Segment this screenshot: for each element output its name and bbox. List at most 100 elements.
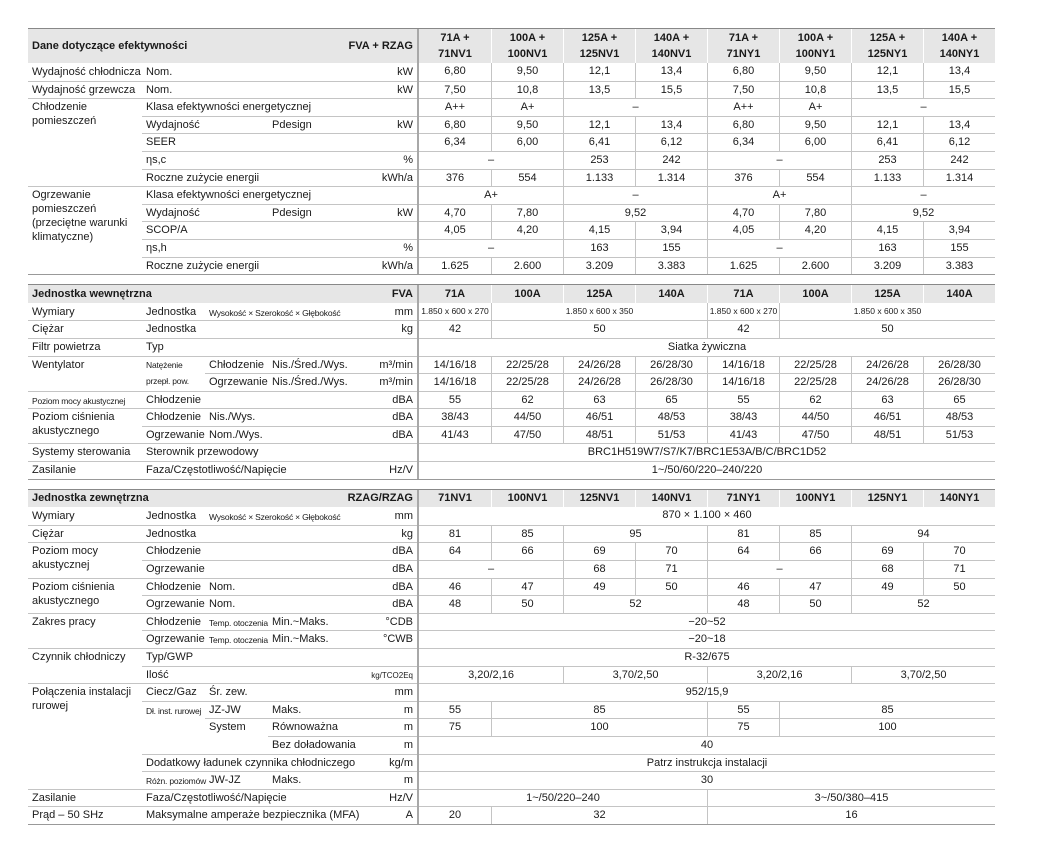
row-values: 3,20/2,16 3,70/2,50 3,20/2,16 3,70/2,50 — [419, 665, 995, 684]
value-cell: 12,1 — [563, 115, 635, 134]
row-labels: Dodatkowy ładunek czynnika chłodniczego k… — [28, 753, 419, 772]
row-group-label: Połączenia instalacji rurowej — [32, 686, 132, 713]
row-values: 41/43 47/50 48/51 51/53 41/43 47/50 48/51 51/53 — [419, 425, 995, 444]
value-cell: 71 — [923, 560, 995, 578]
row-divider — [142, 665, 417, 667]
value-cell: 1.850 x 600 x 350 — [779, 302, 995, 321]
table-row: Poziom ciśnienia akustycznego Chłodzenie N… — [28, 577, 995, 607]
value-cell: 70 — [923, 542, 995, 561]
row-sublabel: Chłodzenie — [146, 615, 202, 628]
value-cell: 253 — [851, 150, 923, 169]
value-cell: 3.209 — [851, 256, 923, 275]
unit-label: kWh/a — [381, 171, 413, 184]
row-values: –68 71–68 71 — [419, 560, 995, 578]
row-group-label: Wymiary — [32, 305, 75, 318]
column-headers: 71NV1 100NV1 125NV1 140NV1 71NY1 100NY1 125NY1… — [419, 489, 995, 508]
table-row: System Równoważna m 75 100 75 100 — [28, 718, 995, 736]
value-cell: 376 — [707, 168, 779, 187]
value-cell: 49 — [563, 577, 635, 596]
row-sublabel: Typ — [146, 340, 164, 353]
section-header: Jednostka wewnętrzna FVA 71A 100A 125A 140A 71… — [28, 284, 995, 303]
value-cell: – — [851, 186, 995, 204]
row-labels: Roczne zużycie energii kWh/a — [28, 168, 419, 187]
row-divider — [142, 630, 417, 632]
row-values: 48 50 52 48 50 52 — [419, 595, 995, 613]
row-labels: Ogrzewanie Nis./Śred./Wys. m³/min — [28, 373, 419, 391]
value-cell: 12,1 — [851, 115, 923, 134]
value-cell: 2.600 — [779, 256, 851, 275]
row-sublabel: Klasa efektywności energetycznej — [146, 101, 312, 114]
column-header: 71A — [707, 285, 779, 303]
row-sublabel: Natężenie przepł. pow. — [146, 359, 189, 386]
value-cell: 22/25/28 — [491, 373, 563, 391]
unit-label: kW — [397, 66, 413, 78]
column-header: 140A + 140NY1 — [923, 29, 995, 63]
value-cell: 952/15,9 — [419, 683, 995, 701]
table-section: Jednostka wewnętrzna FVA 71A 100A 125A 140A 71… — [28, 284, 995, 480]
value-cell: 6,12 — [923, 133, 995, 151]
unit-label: kW — [397, 118, 413, 131]
column-header: 125NV1 — [563, 489, 635, 508]
value-cell: 13,5 — [851, 80, 923, 99]
value-cell: 6,00 — [779, 133, 851, 151]
column-header: 140A + 140NV1 — [635, 29, 707, 63]
row-values: −20~52 — [419, 612, 995, 631]
row-divider — [28, 461, 417, 463]
column-header: 125NY1 — [851, 489, 923, 508]
row-sublabel: Nom. — [146, 83, 173, 96]
row-labels: Bez doładowania m — [28, 735, 419, 754]
row-labels: Prąd – 50 SHz Maksymalne amperaże bezpiec… — [28, 806, 419, 824]
table-row: Prąd – 50 SHz Maksymalne amperaże bezpiec… — [28, 806, 995, 824]
value-cell: 64 — [419, 542, 491, 560]
row-values: 14/16/18 22/25/28 24/26/28 26/28/30 14/16/18… — [419, 355, 995, 374]
section-title: Dane dotyczące efektywności — [32, 40, 188, 52]
section-title: Jednostka zewnętrzna — [32, 492, 149, 505]
unit-label: °CDB — [385, 615, 413, 628]
section-header-label: Jednostka zewnętrzna RZAG/RZAG — [28, 489, 419, 508]
value-cell: A+ — [707, 186, 851, 204]
row-values: 14/16/18 22/25/28 24/26/28 26/28/30 14/16/18… — [419, 373, 995, 391]
value-cell: 47 — [779, 577, 851, 596]
table-row: Zasilanie Faza/Częstotliwość/Napięcie Hz/V… — [28, 788, 995, 807]
row-sublabel: System — [209, 721, 246, 734]
value-cell: 48/53 — [923, 408, 995, 426]
value-cell: 3,70/2,50 — [851, 665, 995, 684]
row-sublabel: Klasa efektywności energetycznej — [146, 189, 312, 202]
value-cell: 9,50 — [491, 63, 563, 81]
row-divider — [28, 320, 417, 322]
value-cell: 6,80 — [444, 65, 466, 77]
column-header: 100A + 100NY1 — [779, 29, 851, 63]
row-values: A++ A+ – A++ A+ – — [419, 98, 995, 116]
value-cell: A+ — [491, 98, 563, 116]
row-group-label: Wentylator — [32, 358, 85, 371]
row-sublabel: Faza/Częstotliwość/Napięcie — [146, 791, 287, 804]
row-values: 38/43 44/50 46/51 48/53 38/43 44/50 46/51 48/53 — [419, 408, 995, 426]
value-cell: −20~52 — [419, 612, 995, 631]
value-cell: BRC1H519W7/S7/K7/BRC1E53A/B/C/BRC1D52 — [419, 443, 995, 461]
value-cell: 69 — [563, 542, 635, 561]
value-cell: 30 — [419, 771, 995, 789]
unit-label: % — [403, 153, 413, 166]
row-sublabel: Nom./Wys. — [209, 428, 263, 441]
row-divider — [28, 542, 417, 544]
value-cell: 95 — [563, 524, 707, 543]
table-row: Ogrzewanie Nis./Śred./Wys. m³/min 14/16/18 2… — [28, 373, 995, 391]
value-cell: 42 — [419, 320, 491, 338]
row-divider — [142, 221, 417, 223]
unit-label: dBA — [392, 563, 413, 576]
value-cell: 66 — [779, 542, 851, 561]
value-cell: – — [707, 560, 851, 578]
row-divider — [142, 203, 417, 205]
row-sublabel: Ogrzewanie — [209, 376, 268, 389]
column-header: 140NV1 — [635, 489, 707, 508]
row-sublabel: Maksymalne amperaże bezpiecznika (MFA) — [146, 809, 360, 822]
value-cell: 52 — [563, 595, 707, 613]
unit-label: dBA — [392, 598, 413, 611]
row-group-label: Prąd – 50 SHz — [32, 809, 104, 822]
row-sublabel: Nis./Śred./Wys. — [272, 358, 348, 371]
value-cell: 24/26/28 — [563, 355, 635, 374]
value-cell: 10,8 — [491, 80, 563, 99]
row-divider — [142, 595, 417, 597]
row-sublabel: SEER — [146, 136, 176, 149]
row-values: 42 50 42 50 — [419, 320, 995, 338]
